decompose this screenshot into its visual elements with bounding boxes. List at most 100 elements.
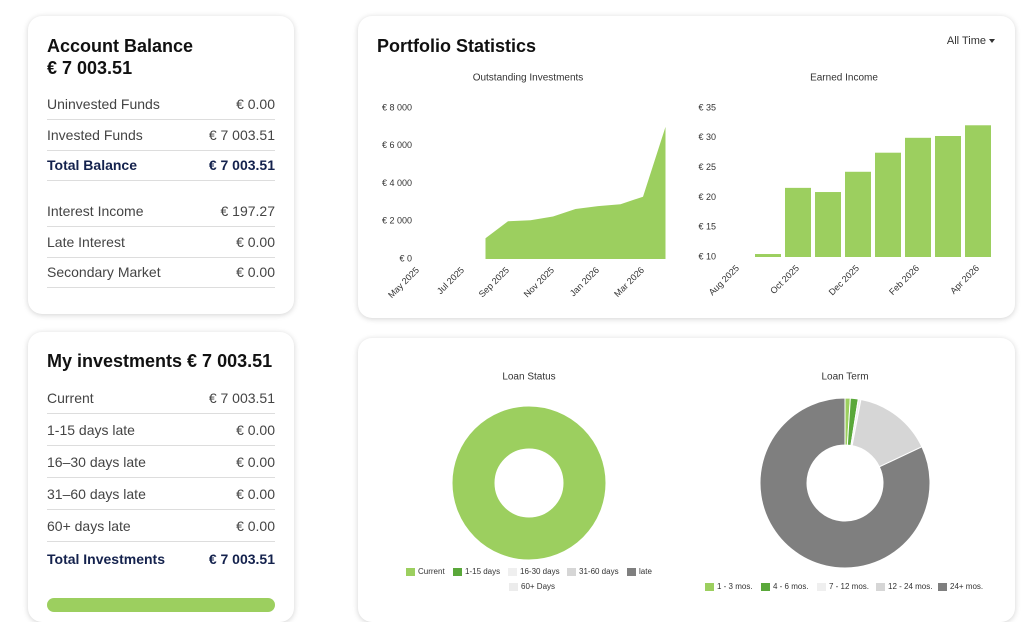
row-value: € 0.00 <box>236 486 275 502</box>
investment-row: 31–60 days late € 0.00 <box>47 480 275 510</box>
row-label: Late Interest <box>47 234 125 250</box>
x-tick-label: Jul 2025 <box>435 265 466 296</box>
legend-label: 1-15 days <box>465 567 500 576</box>
investment-row: Current € 7 003.51 <box>47 384 275 414</box>
x-tick-label: Dec 2025 <box>827 263 861 297</box>
row-value: € 0.00 <box>236 454 275 470</box>
row-value: € 7 003.51 <box>208 390 275 406</box>
legend-swatch <box>508 568 517 576</box>
y-tick-label: € 8 000 <box>382 102 412 112</box>
y-tick-label: € 10 <box>698 251 716 261</box>
row-value: € 197.27 <box>220 203 276 219</box>
row-value: € 7 003.51 <box>208 551 275 567</box>
balance-row: Uninvested Funds € 0.00 <box>47 90 275 120</box>
row-value: € 0.00 <box>236 96 275 112</box>
investment-row: 60+ days late € 0.00 <box>47 512 275 542</box>
x-tick-label: Aug 2025 <box>707 263 741 297</box>
y-tick-label: € 0 <box>399 253 412 263</box>
x-tick-label: Jan 2026 <box>568 265 601 298</box>
row-label: 31–60 days late <box>47 486 146 502</box>
chart-title: Loan Status <box>502 372 555 383</box>
slice <box>759 397 931 569</box>
x-tick-label: Feb 2026 <box>887 263 921 297</box>
row-label: 16–30 days late <box>47 454 146 470</box>
x-tick-label: Apr 2026 <box>948 263 981 296</box>
legend-swatch <box>938 583 947 591</box>
card-title: Portfolio Statistics <box>377 36 537 56</box>
y-tick-label: € 35 <box>698 102 716 112</box>
balance-row: Interest Income € 197.27 <box>47 197 275 227</box>
row-label: 60+ days late <box>47 518 131 534</box>
my-investments-card: My investments € 7 003.51 Current € 7 003… <box>28 332 294 622</box>
legend-swatch <box>406 568 415 576</box>
legend-label: 60+ Days <box>521 582 555 591</box>
row-label: Interest Income <box>47 203 144 219</box>
account-balance-card: Account Balance € 7 003.51 Uninvested Fu… <box>28 16 294 314</box>
legend-label: 4 - 6 mos. <box>773 582 809 591</box>
legend-label: late <box>639 567 652 576</box>
y-tick-label: € 2 000 <box>382 216 412 226</box>
balance-row: Total Balance € 7 003.51 <box>47 151 275 181</box>
row-value: € 7 003.51 <box>208 157 275 173</box>
filter-label: All Time <box>946 35 986 47</box>
x-tick-label: May 2025 <box>386 265 421 300</box>
chart-title: Outstanding Investments <box>473 73 584 84</box>
investment-row: Total Investments € 7 003.51 <box>47 544 275 574</box>
x-tick-label: Nov 2025 <box>522 265 556 299</box>
legend-swatch <box>876 583 885 591</box>
row-label: Invested Funds <box>47 127 143 143</box>
row-value: € 0.00 <box>236 264 275 280</box>
y-tick-label: € 25 <box>698 162 716 172</box>
legend-label: 1 - 3 mos. <box>717 582 753 591</box>
legend-swatch <box>567 568 576 576</box>
bar <box>815 192 841 257</box>
y-tick-label: € 15 <box>698 222 716 232</box>
legend-swatch <box>627 568 636 576</box>
slice <box>451 405 607 561</box>
balance-row: Secondary Market € 0.00 <box>47 258 275 288</box>
legend-label: 7 - 12 mos. <box>829 582 869 591</box>
balance-total: € 7 003.51 <box>47 58 133 78</box>
time-filter[interactable]: All Time <box>947 35 995 47</box>
x-tick-label: Sep 2025 <box>477 265 511 299</box>
investment-row: 16–30 days late € 0.00 <box>47 448 275 478</box>
card-title: Account Balance <box>47 36 194 56</box>
charts-layer: Outstanding Investments € 0 € 2 000 € 4 000… <box>382 73 991 591</box>
y-tick-label: € 6 000 <box>382 140 412 150</box>
row-value: € 0.00 <box>236 234 275 250</box>
legend-label: 24+ mos. <box>950 582 983 591</box>
page: { "account_balance": { "title": "Account… <box>28 16 995 612</box>
bar <box>965 125 991 257</box>
legend-label: 16-30 days <box>520 567 560 576</box>
bar <box>785 187 811 257</box>
y-tick-label: € 30 <box>698 132 716 142</box>
bar <box>905 137 931 257</box>
bar <box>755 254 781 257</box>
chart-title: Loan Term <box>821 372 868 383</box>
x-tick-label: Oct 2025 <box>768 263 801 296</box>
row-label: 1-15 days late <box>47 422 135 438</box>
balance-row: Invested Funds € 7 003.51 <box>47 121 275 151</box>
row-label: Current <box>47 390 94 406</box>
investment-row: 1-15 days late € 0.00 <box>47 416 275 446</box>
y-tick-label: € 4 000 <box>382 178 412 188</box>
chart-title: Earned Income <box>810 73 878 84</box>
legend-swatch <box>509 583 518 591</box>
bar <box>935 136 961 257</box>
legend-label: 31-60 days <box>579 567 619 576</box>
row-value: € 0.00 <box>236 518 275 534</box>
legend-swatch <box>453 568 462 576</box>
row-label: Uninvested Funds <box>47 96 160 112</box>
legend-swatch <box>817 583 826 591</box>
x-tick-label: Mar 2026 <box>612 265 646 299</box>
y-tick-label: € 20 <box>698 192 716 202</box>
row-label: Secondary Market <box>47 264 161 280</box>
card-title: My investments € 7 003.51 <box>47 351 273 371</box>
row-label: Total Balance <box>47 157 137 173</box>
balance-row: Late Interest € 0.00 <box>47 228 275 258</box>
row-label: Total Investments <box>47 551 165 567</box>
legend-swatch <box>705 583 714 591</box>
row-value: € 7 003.51 <box>208 127 275 143</box>
caret-icon <box>989 39 995 44</box>
legend-swatch <box>761 583 770 591</box>
